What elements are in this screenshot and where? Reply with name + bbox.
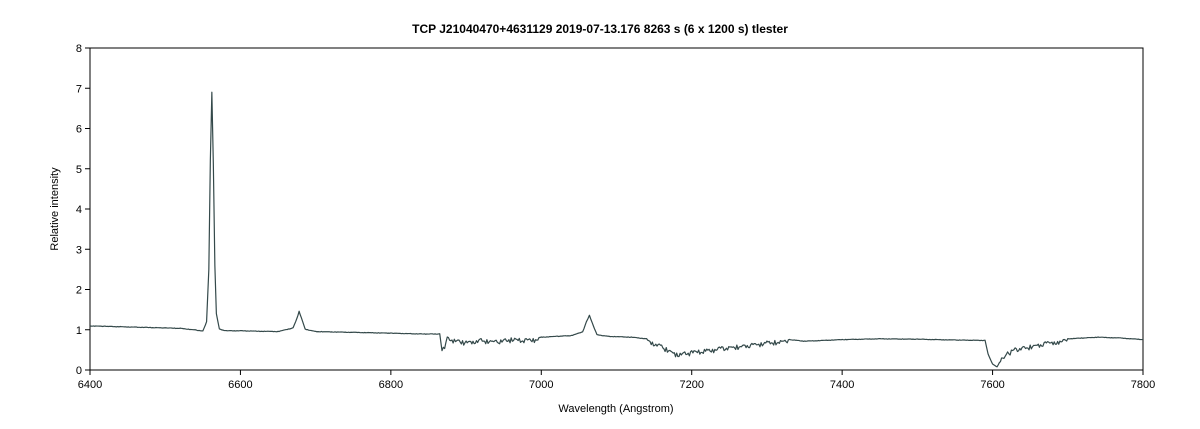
spectrum-line [89,91,1144,368]
x-tick-label: 7000 [529,379,553,391]
x-tick-label: 6400 [78,379,102,391]
x-tick-label: 7200 [679,379,703,391]
x-tick-label: 6600 [228,379,252,391]
x-tick-label: 7600 [980,379,1004,391]
x-tick-label: 6800 [379,379,403,391]
x-axis: 6400 6600 6800 7000 7200 7400 7600 7800 [78,370,1155,391]
chart-title: TCP J21040470+4631129 2019-07-13.176 826… [412,22,788,36]
x-axis-label: Wavelength (Angstrom) [558,403,673,415]
y-tick-label: 4 [76,204,82,216]
x-tick-label: 7800 [1131,379,1155,391]
plot-frame [89,47,1144,371]
y-tick-label: 2 [76,285,82,297]
y-tick-label: 1 [76,325,82,337]
y-tick-label: 6 [76,124,82,136]
y-tick-label: 5 [76,164,82,176]
y-tick-label: 8 [76,43,82,55]
y-tick-label: 0 [76,365,82,377]
y-axis-label: Relative intensity [49,167,61,251]
x-tick-label: 7400 [830,379,854,391]
y-tick-label: 3 [76,244,82,256]
y-axis: 0 1 2 3 4 5 6 7 8 [76,43,90,377]
y-tick-label: 7 [76,83,82,95]
